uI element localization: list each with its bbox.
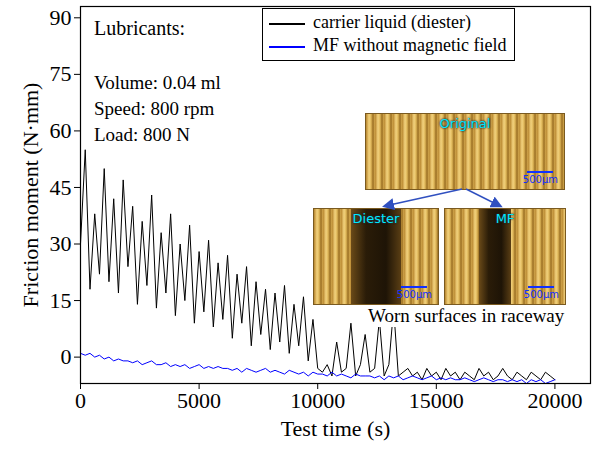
svg-text:90: 90 xyxy=(50,5,72,30)
html-text:Diester: Diester xyxy=(352,211,400,226)
html-text:Volume: 0.04 ml: Volume: 0.04 ml xyxy=(94,72,221,93)
svg-text:45: 45 xyxy=(50,175,72,200)
html-text:MF: MF xyxy=(495,211,515,226)
html-text:Worn surfaces in raceway: Worn surfaces in raceway xyxy=(368,305,565,326)
html-text:Original: Original xyxy=(439,116,491,131)
svg-text:0: 0 xyxy=(61,344,72,369)
html-text:500μm: 500μm xyxy=(523,289,559,300)
svg-text:15: 15 xyxy=(50,288,72,313)
svg-text:75: 75 xyxy=(50,61,72,86)
svg-text:10000: 10000 xyxy=(290,388,345,413)
svg-text:30: 30 xyxy=(50,231,72,256)
svg-text:0: 0 xyxy=(75,388,86,413)
html-text:MF without magnetic field: MF without magnetic field xyxy=(313,35,507,55)
html-text:Speed: 800 rpm: Speed: 800 rpm xyxy=(94,98,215,119)
html-text:Lubricants:: Lubricants: xyxy=(94,17,186,39)
html-text:500μm: 500μm xyxy=(396,289,432,300)
svg-text:15000: 15000 xyxy=(409,388,464,413)
html-text:carrier liquid (diester): carrier liquid (diester) xyxy=(313,12,471,32)
html-text:Load: 800 N: Load: 800 N xyxy=(94,124,190,145)
svg-text:5000: 5000 xyxy=(177,388,221,413)
svg-text:20000: 20000 xyxy=(527,388,582,413)
html-text:500μm: 500μm xyxy=(522,174,558,185)
svg-text:60: 60 xyxy=(50,118,72,143)
svg-text:Test time (s): Test time (s) xyxy=(281,416,391,441)
svg-text:Friction moment (N·mm): Friction moment (N·mm) xyxy=(18,83,43,308)
